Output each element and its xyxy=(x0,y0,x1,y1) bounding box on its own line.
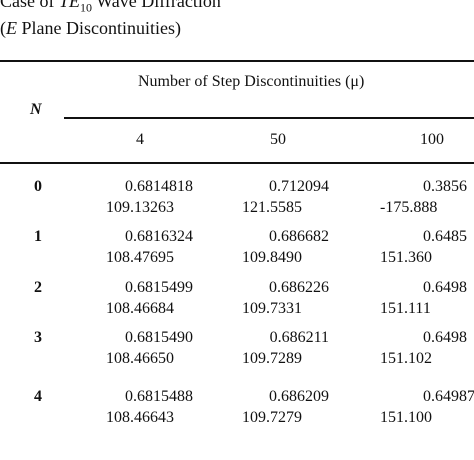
cell-magnitude: 0.6816324 xyxy=(125,228,193,245)
cell-magnitude: 0.712094 xyxy=(269,178,329,195)
caption-symbol: E xyxy=(6,18,17,38)
cell-phase: 151.100 xyxy=(380,409,432,426)
caption-text: Wave Diffraction xyxy=(92,0,221,11)
cell-magnitude: 0.6498 xyxy=(423,329,467,346)
caption-symbol: TE xyxy=(58,0,80,11)
cell-phase: -175.888 xyxy=(380,199,438,216)
cell-phase: 109.7289 xyxy=(242,350,302,367)
caption-line-1: Case of TE10 Wave Diffraction xyxy=(0,0,221,18)
cell-magnitude: 0.6815488 xyxy=(125,388,193,405)
row-header: N xyxy=(30,101,42,118)
top-rule xyxy=(0,60,474,62)
cell-magnitude: 0.6815499 xyxy=(125,279,193,296)
row-label: 4 xyxy=(34,388,42,405)
cell-magnitude: 0.686682 xyxy=(269,228,329,245)
cell-magnitude: 0.3856 xyxy=(423,178,467,195)
column-header: 4 xyxy=(136,131,144,148)
cell-magnitude: 0.686226 xyxy=(269,279,329,296)
caption-text: Case of xyxy=(0,0,59,11)
group-rule xyxy=(64,117,474,119)
cell-magnitude: 0.6815490 xyxy=(125,329,193,346)
cell-magnitude: 0.6498 xyxy=(423,279,467,296)
cell-magnitude: 0.686209 xyxy=(269,388,329,405)
cell-magnitude: 0.6814818 xyxy=(125,178,193,195)
cell-phase: 108.46650 xyxy=(106,350,174,367)
cell-magnitude: 0.64987 xyxy=(423,388,474,405)
header-rule xyxy=(0,162,474,164)
cell-phase: 121.5585 xyxy=(242,199,302,216)
caption-subscript: 10 xyxy=(80,0,92,15)
row-label: 3 xyxy=(34,329,42,346)
cell-phase: 151.360 xyxy=(380,249,432,266)
caption-line-2: (E Plane Discontinuities) xyxy=(0,18,181,38)
row-label: 0 xyxy=(34,178,42,195)
caption-text: ( xyxy=(0,18,6,38)
cell-magnitude: 0.686211 xyxy=(269,329,329,346)
cell-phase: 109.13263 xyxy=(106,199,174,216)
caption-text: Plane Discontinuities) xyxy=(17,18,181,38)
cell-phase: 109.7279 xyxy=(242,409,302,426)
cell-phase: 151.102 xyxy=(380,350,432,367)
column-header: 50 xyxy=(270,131,286,148)
cell-phase: 108.46684 xyxy=(106,300,174,317)
cell-phase: 109.7331 xyxy=(242,300,302,317)
row-label: 2 xyxy=(34,279,42,296)
column-header: 100 xyxy=(420,131,444,148)
cell-phase: 108.47695 xyxy=(106,249,174,266)
cell-magnitude: 0.6485 xyxy=(423,228,467,245)
cell-phase: 108.46643 xyxy=(106,409,174,426)
group-header: Number of Step Discontinuities (μ) xyxy=(138,73,365,90)
cell-phase: 151.111 xyxy=(380,300,431,317)
row-label: 1 xyxy=(34,228,42,245)
cell-phase: 109.8490 xyxy=(242,249,302,266)
